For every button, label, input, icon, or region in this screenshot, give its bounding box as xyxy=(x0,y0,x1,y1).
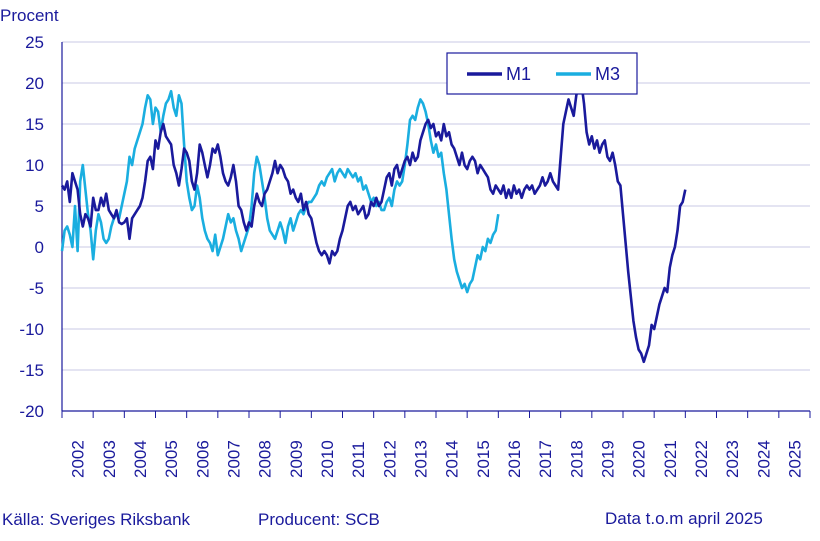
gridlines xyxy=(61,41,810,412)
x-tick-label: 2012 xyxy=(380,440,399,478)
y-tick-label: 15 xyxy=(25,115,44,134)
x-tick-label: 2025 xyxy=(785,440,804,478)
producer-note: Producent: SCB xyxy=(258,510,380,529)
x-tick-label: 2002 xyxy=(69,440,88,478)
x-tick-label: 2015 xyxy=(474,440,493,478)
x-tick-label: 2009 xyxy=(287,440,306,478)
x-tick-label: 2006 xyxy=(193,440,212,478)
x-tick-label: 2008 xyxy=(256,440,275,478)
legend-label-m1: M1 xyxy=(506,64,531,84)
x-tick-label: 2007 xyxy=(224,440,243,478)
x-tick-label: 2010 xyxy=(318,440,337,478)
x-tick-label: 2017 xyxy=(536,440,555,478)
y-tick-label: -20 xyxy=(19,402,44,421)
x-tick-label: 2016 xyxy=(505,440,524,478)
x-tick-label: 2018 xyxy=(567,440,586,478)
x-tick-label: 2011 xyxy=(349,441,368,478)
x-tick-label: 2020 xyxy=(630,440,649,478)
data-period-note: Data t.o.m april 2025 xyxy=(605,509,763,528)
y-tick-label: 10 xyxy=(25,156,44,175)
y-tick-label: 25 xyxy=(25,33,44,52)
x-tick-label: 2013 xyxy=(411,440,430,478)
x-tick-label: 2023 xyxy=(723,440,742,478)
x-tick-label: 2022 xyxy=(692,440,711,478)
y-axis-label: Procent xyxy=(0,6,59,25)
y-tick-labels: 25 20 15 10 5 0 -5 -10 -15 -20 xyxy=(19,33,44,421)
x-tick-label: 2014 xyxy=(443,440,462,478)
y-tick-label: 0 xyxy=(35,238,44,257)
x-tick-labels: 2002 2003 2004 2005 2006 2007 2008 2009 2010 2011… xyxy=(61,411,811,478)
y-tick-label: -15 xyxy=(19,361,44,380)
x-tick-label: 2004 xyxy=(131,440,150,478)
x-tick-label: 2024 xyxy=(754,440,773,478)
legend: M1 M3 xyxy=(446,52,638,95)
legend-label-m3: M3 xyxy=(595,64,620,84)
y-tick-label: 20 xyxy=(25,74,44,93)
series-line-m1 xyxy=(60,81,687,364)
y-tick-label: -5 xyxy=(29,279,44,298)
x-tick-label: 2021 xyxy=(661,440,680,478)
x-tick-label: 2003 xyxy=(100,440,119,478)
source-note: Källa: Sveriges Riksbank xyxy=(2,510,191,529)
y-tick-label: -10 xyxy=(19,320,44,339)
x-tick-label: 2005 xyxy=(162,440,181,478)
y-tick-label: 5 xyxy=(35,197,44,216)
x-tick-label: 2019 xyxy=(598,440,617,478)
series-line-m3 xyxy=(60,89,500,294)
series-lines xyxy=(60,81,687,364)
